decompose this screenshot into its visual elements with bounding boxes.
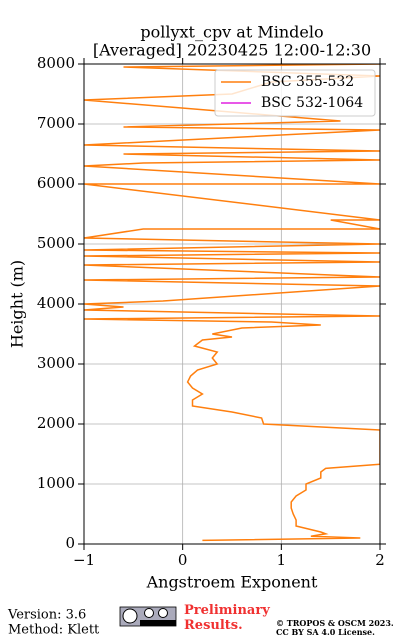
- x-axis-label: Angstroem Exponent: [146, 573, 318, 592]
- chart-subtitle: [Averaged] 20230425 12:00-12:30: [93, 41, 371, 60]
- status: Preliminary Results.: [184, 603, 274, 633]
- y-axis-label: Height (m): [8, 260, 27, 348]
- legend-label: BSC 355-532: [261, 74, 354, 90]
- x-tick-label: 0: [178, 551, 188, 569]
- y-tick-label: 8000: [37, 54, 75, 72]
- plot-area: [84, 64, 380, 542]
- version: Version: 3.6: [7, 608, 86, 623]
- plot-frame: [83, 63, 381, 545]
- chart-title: pollyxt_cpv at Mindelo: [140, 23, 323, 42]
- y-tick-label: 1000: [37, 474, 75, 492]
- status-text: Preliminary: [184, 603, 270, 618]
- y-tick-label: 2000: [37, 414, 75, 432]
- y-tick-label: 6000: [37, 174, 75, 192]
- series-line: [84, 64, 380, 542]
- y-tick-label: 4000: [37, 294, 75, 312]
- legend-box: [214, 69, 376, 117]
- x-tick-label: 1: [277, 551, 287, 569]
- copyright: © TROPOS & OSCM 2023.: [276, 618, 394, 628]
- y-tick-label: 3000: [37, 354, 75, 372]
- y-tick-label: 7000: [37, 114, 75, 132]
- x-tick-label: 2: [375, 551, 385, 569]
- y-tick-label: 5000: [37, 234, 75, 252]
- cc-badge: [119, 606, 177, 627]
- license: CC BY SA 4.0 License.: [276, 627, 375, 637]
- legend-label: BSC 532-1064: [261, 95, 363, 111]
- y-tick-label: 0: [65, 534, 75, 552]
- x-tick-label: −1: [73, 551, 95, 569]
- method: Method: Klett: [8, 623, 100, 638]
